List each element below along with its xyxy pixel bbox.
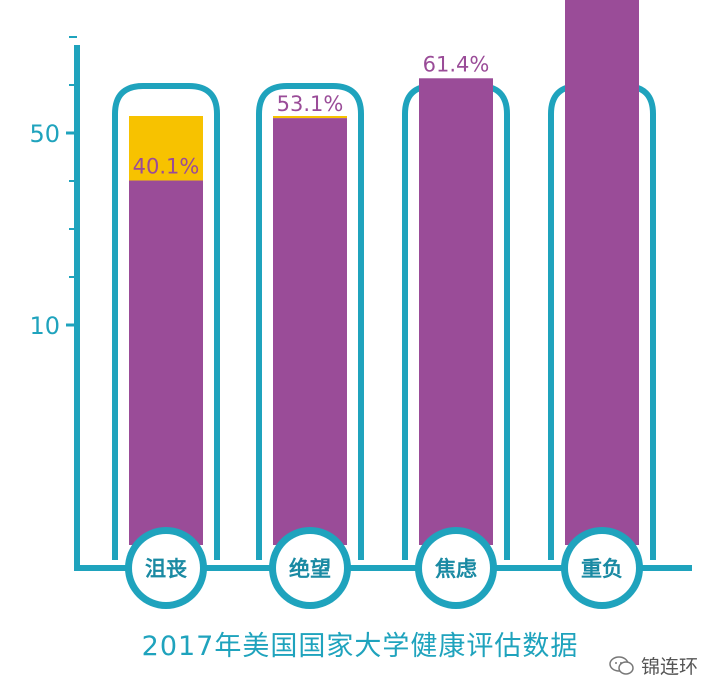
watermark: 锦连环 [609,652,698,679]
category-badge [568,534,636,602]
bar-tube-4: 86.9%重负 [548,0,656,609]
y-tick-label: 10 [29,312,60,340]
category-label: 绝望 [289,557,331,581]
bar-value [273,118,347,546]
bar-tube-1: 40.1% 沮丧 [112,83,220,609]
y-axis-ticks: 1005010 [29,36,77,340]
category-badge [132,534,200,602]
bar-value [129,180,203,545]
bar-remainder [129,116,203,181]
category-label: 沮丧 [145,557,187,581]
category-label: 焦虑 [434,557,477,581]
bar-value [565,0,639,545]
bar-tubes: 40.1% 沮丧 53.1% 绝望 61.4% 焦虑 86.9%重负 [112,0,656,609]
bar-value-label: 61.4% [423,52,490,76]
chart-caption: 2017年美国国家大学健康评估数据 [141,631,579,662]
tube-outline [112,83,220,560]
bar-value [419,78,493,545]
category-label: 重负 [581,557,623,581]
chat-bubble-icon [609,655,634,675]
bar-remainder [273,116,347,119]
watermark-text: 锦连环 [640,656,698,678]
bar-tube-2: 53.1% 绝望 [256,83,364,609]
bar-value-label: 40.1% [133,155,200,179]
y-tick-label: 50 [29,120,60,148]
bar-value-label: 53.1% [277,92,344,116]
category-badge [422,534,490,602]
tube-outline [256,83,364,560]
category-badge [276,534,344,602]
bar-tube-3: 61.4% 焦虑 [402,52,510,609]
